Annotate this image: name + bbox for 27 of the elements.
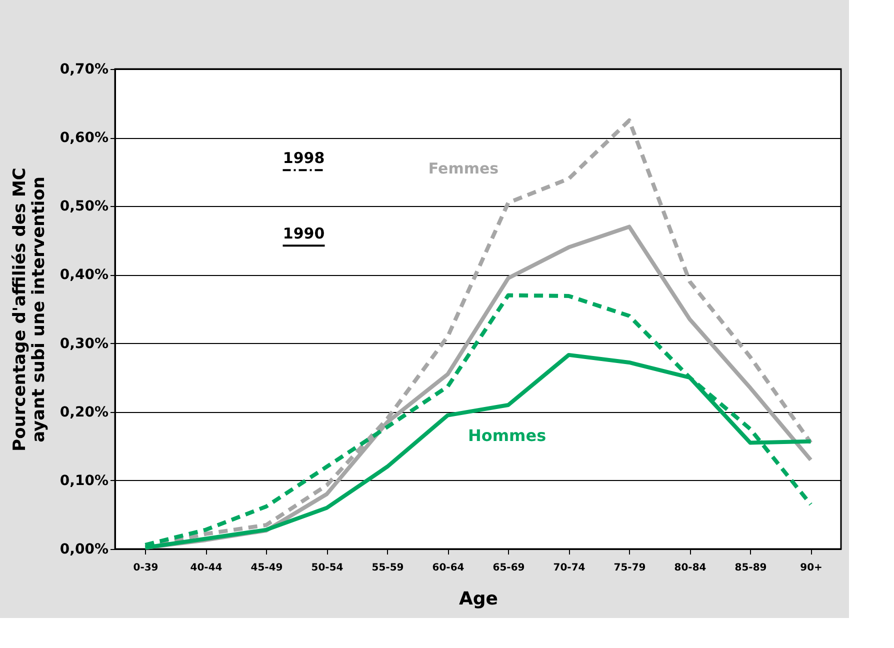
- x-tick-label: 45-49: [250, 562, 283, 574]
- x-tick-label: 70-74: [553, 562, 586, 574]
- x-tick-label: 60-64: [432, 562, 464, 574]
- y-tick-label: 0,70%: [60, 62, 108, 78]
- y-tick-label: 0,20%: [60, 404, 108, 420]
- y-tick-label: 0,10%: [60, 472, 108, 489]
- y-tick-label: 0,50%: [60, 198, 108, 215]
- annotation: Femmes: [428, 159, 499, 178]
- y-tick-label: 0,00%: [60, 542, 108, 558]
- y-tick-label: 0,30%: [60, 336, 108, 352]
- x-tick-label: 85-89: [734, 562, 767, 574]
- x-tick-label: 65-69: [492, 562, 525, 574]
- x-tick-label: 80-84: [674, 562, 706, 574]
- x-tick-label: 0-39: [133, 562, 158, 574]
- y-tick-label: 0,60%: [60, 130, 108, 146]
- x-tick-label: 75-79: [614, 562, 646, 574]
- annotation: Hommes: [468, 426, 546, 445]
- annotation: 1998: [282, 149, 325, 168]
- x-axis-title: Age: [458, 588, 498, 610]
- y-axis-title: Pourcentage d'affiliés des MC ayant subi une intervention: [10, 168, 49, 452]
- y-tick-label: 0,40%: [60, 267, 108, 284]
- x-tick-label: 90+: [800, 562, 822, 574]
- x-tick-label: 50-54: [311, 562, 344, 574]
- x-tick-label: 40-44: [190, 562, 222, 574]
- line-series: [143, 293, 813, 547]
- x-tick-label: 55-59: [372, 562, 404, 574]
- annotation: 1990: [282, 224, 325, 243]
